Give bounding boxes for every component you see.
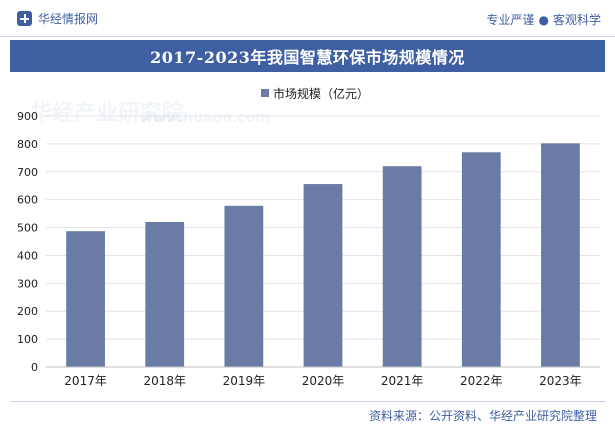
tagline-dot-icon: ● xyxy=(538,13,549,27)
watermark-url-text: www.huaon.com xyxy=(140,110,271,126)
source-note: 资料来源：公开资料、华经产业研究院整理 xyxy=(368,409,597,423)
bar xyxy=(66,231,105,367)
bar xyxy=(224,205,264,367)
brand: 华经情报网 xyxy=(17,10,98,26)
bar xyxy=(461,152,501,367)
x-tick-label: 2019年 xyxy=(223,374,266,388)
tagline: 专业严谨 ● 客观科学 xyxy=(486,11,601,28)
watermark-url: www.huaon.com xyxy=(140,110,270,126)
x-tick-label: 2023年 xyxy=(539,374,582,388)
watermark: 华经产业研究院 xyxy=(30,95,184,127)
chart-title-bar: 2017-2023年我国智慧环保市场规模情况 xyxy=(10,40,605,72)
y-tick-label: 800 xyxy=(17,138,38,151)
bar xyxy=(145,221,185,367)
y-tick-label: 100 xyxy=(17,333,38,346)
axis-layer: 0 100 200 300 400 500 600 700 800 900 2017年 2018年 20… xyxy=(17,110,600,388)
y-tick-label: 500 xyxy=(17,222,38,235)
x-tick-label: 2018年 xyxy=(143,374,186,388)
y-tick-label: 200 xyxy=(17,305,38,318)
y-tick-label: 300 xyxy=(17,277,38,290)
y-tick-label: 900 xyxy=(17,110,38,123)
watermark-text: 华经产业研究院 xyxy=(30,101,185,126)
tagline-right: 客观科学 xyxy=(552,13,601,27)
x-tick-label: 2022年 xyxy=(460,374,503,388)
bar xyxy=(303,184,343,367)
x-tick-label: 2021年 xyxy=(381,374,424,388)
legend-label: 市场规模（亿元） xyxy=(273,86,369,101)
x-tick-label: 2017年 xyxy=(64,374,107,388)
y-tick-label: 600 xyxy=(17,194,38,207)
footer: 资料来源：公开资料、华经产业研究院整理 xyxy=(10,401,605,426)
brand-logo-icon xyxy=(17,10,32,26)
y-tick-label: 700 xyxy=(17,166,38,179)
bar xyxy=(541,143,580,367)
x-tick-label: 2020年 xyxy=(302,374,345,388)
tagline-left: 专业严谨 xyxy=(486,13,535,27)
top-header-bar: 华经情报网 专业严谨 ● 客观科学 xyxy=(0,0,615,37)
bar-layer xyxy=(66,143,580,367)
chart-title: 2017-2023年我国智慧环保市场规模情况 xyxy=(150,48,465,67)
y-tick-label: 0 xyxy=(31,361,38,374)
y-tick-label: 400 xyxy=(17,249,38,262)
legend-swatch xyxy=(261,89,269,97)
legend: 市场规模（亿元） xyxy=(261,86,369,101)
brand-name: 华经情报网 xyxy=(38,11,99,26)
bar xyxy=(382,166,422,367)
